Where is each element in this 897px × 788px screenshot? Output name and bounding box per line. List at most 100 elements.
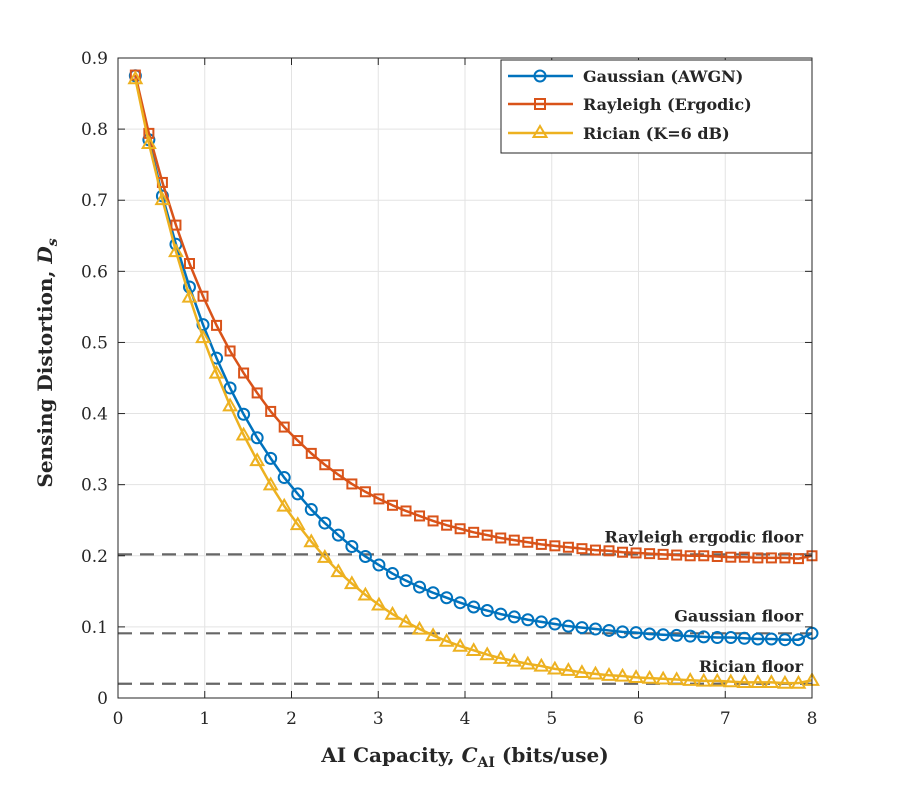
- data-point-gaussian-awgn: [670, 628, 684, 642]
- data-point-gaussian-awgn: [561, 619, 575, 633]
- data-point-rayleigh-ergodic: [319, 459, 331, 471]
- data-point-gaussian-awgn: [426, 586, 440, 600]
- data-point-gaussian-awgn: [602, 623, 616, 637]
- data-point-rician-k-6-db: [330, 563, 347, 578]
- data-point-rician-k-6-db: [235, 426, 252, 441]
- data-point-rayleigh-ergodic: [508, 534, 520, 546]
- data-point-gaussian-awgn: [318, 516, 332, 530]
- data-point-rayleigh-ergodic: [549, 540, 561, 552]
- data-point-rician-k-6-db: [262, 476, 279, 491]
- data-point-rician-k-6-db: [398, 613, 414, 628]
- data-point-rician-k-6-db: [682, 672, 699, 686]
- data-point-rayleigh-ergodic: [684, 550, 696, 562]
- series-group: [127, 69, 820, 689]
- data-point-gaussian-awgn: [534, 615, 548, 629]
- data-point-rician-k-6-db: [343, 575, 360, 590]
- data-point-rayleigh-ergodic: [278, 421, 290, 433]
- data-point-gaussian-awgn: [656, 628, 670, 642]
- y-tick-label: 0.6: [81, 262, 108, 282]
- data-point-rayleigh-ergodic: [779, 552, 791, 564]
- data-point-rician-k-6-db: [222, 397, 239, 412]
- legend-marker-square-icon: [534, 98, 546, 110]
- y-axis-label: Sensing Distortion, Ds: [33, 238, 61, 487]
- data-point-rician-k-6-db: [249, 452, 266, 467]
- data-point-gaussian-awgn: [507, 610, 521, 624]
- data-point-rician-k-6-db: [154, 191, 171, 206]
- series-rayleigh-ergodic: [129, 69, 818, 565]
- data-point-rician-k-6-db: [546, 660, 563, 675]
- data-point-rician-k-6-db: [289, 516, 306, 531]
- data-point-rayleigh-ergodic: [265, 405, 277, 417]
- legend-marker-triangle-icon: [531, 124, 549, 138]
- y-tick-label: 0: [97, 689, 108, 709]
- data-point-gaussian-awgn: [399, 574, 413, 588]
- grid: [118, 58, 812, 698]
- y-axis-label-symbol: D: [33, 246, 57, 265]
- x-tick-label: 1: [199, 709, 210, 729]
- data-point-rician-k-6-db: [465, 642, 482, 657]
- data-point-rician-k-6-db: [695, 672, 712, 687]
- data-point-rician-k-6-db: [452, 637, 469, 652]
- data-point-rayleigh-ergodic: [725, 551, 737, 563]
- data-point-rician-k-6-db: [628, 669, 644, 684]
- data-point-gaussian-awgn: [548, 617, 562, 631]
- data-point-rayleigh-ergodic: [711, 550, 723, 562]
- data-point-rician-k-6-db: [127, 70, 144, 85]
- data-point-rayleigh-ergodic: [752, 552, 764, 564]
- y-tick-label: 0.2: [81, 547, 108, 567]
- data-point-rayleigh-ergodic: [441, 519, 453, 531]
- data-point-rayleigh-ergodic: [305, 447, 317, 459]
- x-tick-label: 2: [286, 709, 297, 729]
- legend-label-rayleigh: Rayleigh (Ergodic): [583, 95, 752, 114]
- data-point-rayleigh-ergodic: [211, 319, 223, 331]
- data-point-rician-k-6-db: [574, 664, 590, 679]
- data-point-gaussian-awgn: [494, 607, 508, 621]
- legend: Gaussian (AWGN) Rayleigh (Ergodic) Ricia…: [500, 59, 813, 154]
- data-point-rayleigh-ergodic: [400, 505, 412, 517]
- data-point-rayleigh-ergodic: [183, 258, 195, 270]
- annotations: Rayleigh ergodic floor Gaussian floor Rici…: [604, 527, 803, 675]
- data-point-rician-k-6-db: [208, 364, 225, 379]
- data-point-gaussian-awgn: [737, 631, 751, 645]
- data-point-rayleigh-ergodic: [224, 345, 236, 357]
- data-point-gaussian-awgn: [724, 631, 738, 645]
- data-point-rician-k-6-db: [749, 674, 766, 689]
- data-point-rayleigh-ergodic: [630, 547, 642, 559]
- y-tick-label: 0.8: [81, 120, 108, 140]
- data-point-gaussian-awgn: [223, 381, 237, 395]
- data-point-gaussian-awgn: [710, 631, 724, 645]
- data-point-gaussian-awgn: [385, 567, 399, 581]
- data-point-rician-k-6-db: [533, 657, 550, 672]
- data-point-rician-k-6-db: [303, 533, 320, 548]
- annotation-gaussian-floor: Gaussian floor: [674, 606, 803, 625]
- legend-label-gaussian: Gaussian (AWGN): [583, 67, 743, 86]
- y-tick-label: 0.4: [81, 405, 108, 425]
- data-point-rayleigh-ergodic: [617, 546, 629, 558]
- data-point-rayleigh-ergodic: [454, 523, 466, 535]
- data-point-rayleigh-ergodic: [562, 541, 574, 553]
- data-point-rayleigh-ergodic: [170, 219, 182, 231]
- data-point-gaussian-awgn: [250, 431, 264, 445]
- data-point-rayleigh-ergodic: [698, 550, 710, 562]
- x-axis-label: AI Capacity, CAI (bits/use): [320, 743, 608, 771]
- series-rician-k-6-db: [127, 70, 820, 689]
- data-point-rician-k-6-db: [276, 497, 293, 512]
- data-point-rayleigh-ergodic: [346, 478, 358, 490]
- data-point-rician-k-6-db: [181, 288, 198, 303]
- x-tick-label: 5: [546, 709, 557, 729]
- data-point-rician-k-6-db: [560, 662, 577, 676]
- y-tick-label: 0.3: [81, 476, 108, 496]
- axes: 0 1 2 3 4 5 6 7 8 0 0.1 0.2 0.3 0.4 0.5 0.6 0.7 0.8 0.9: [81, 49, 817, 729]
- x-axis-label-symbol: C: [462, 743, 478, 767]
- data-point-rayleigh-ergodic: [657, 548, 669, 560]
- data-point-rayleigh-ergodic: [251, 387, 263, 399]
- data-point-rayleigh-ergodic: [738, 551, 750, 563]
- data-point-gaussian-awgn: [264, 451, 278, 465]
- data-point-rayleigh-ergodic: [576, 543, 588, 555]
- series-gaussian-awgn: [128, 69, 819, 647]
- data-point-rayleigh-ergodic: [386, 499, 398, 511]
- data-point-gaussian-awgn: [331, 528, 345, 542]
- data-point-rayleigh-ergodic: [495, 532, 507, 544]
- data-point-rayleigh-ergodic: [414, 510, 426, 522]
- data-point-gaussian-awgn: [467, 600, 481, 614]
